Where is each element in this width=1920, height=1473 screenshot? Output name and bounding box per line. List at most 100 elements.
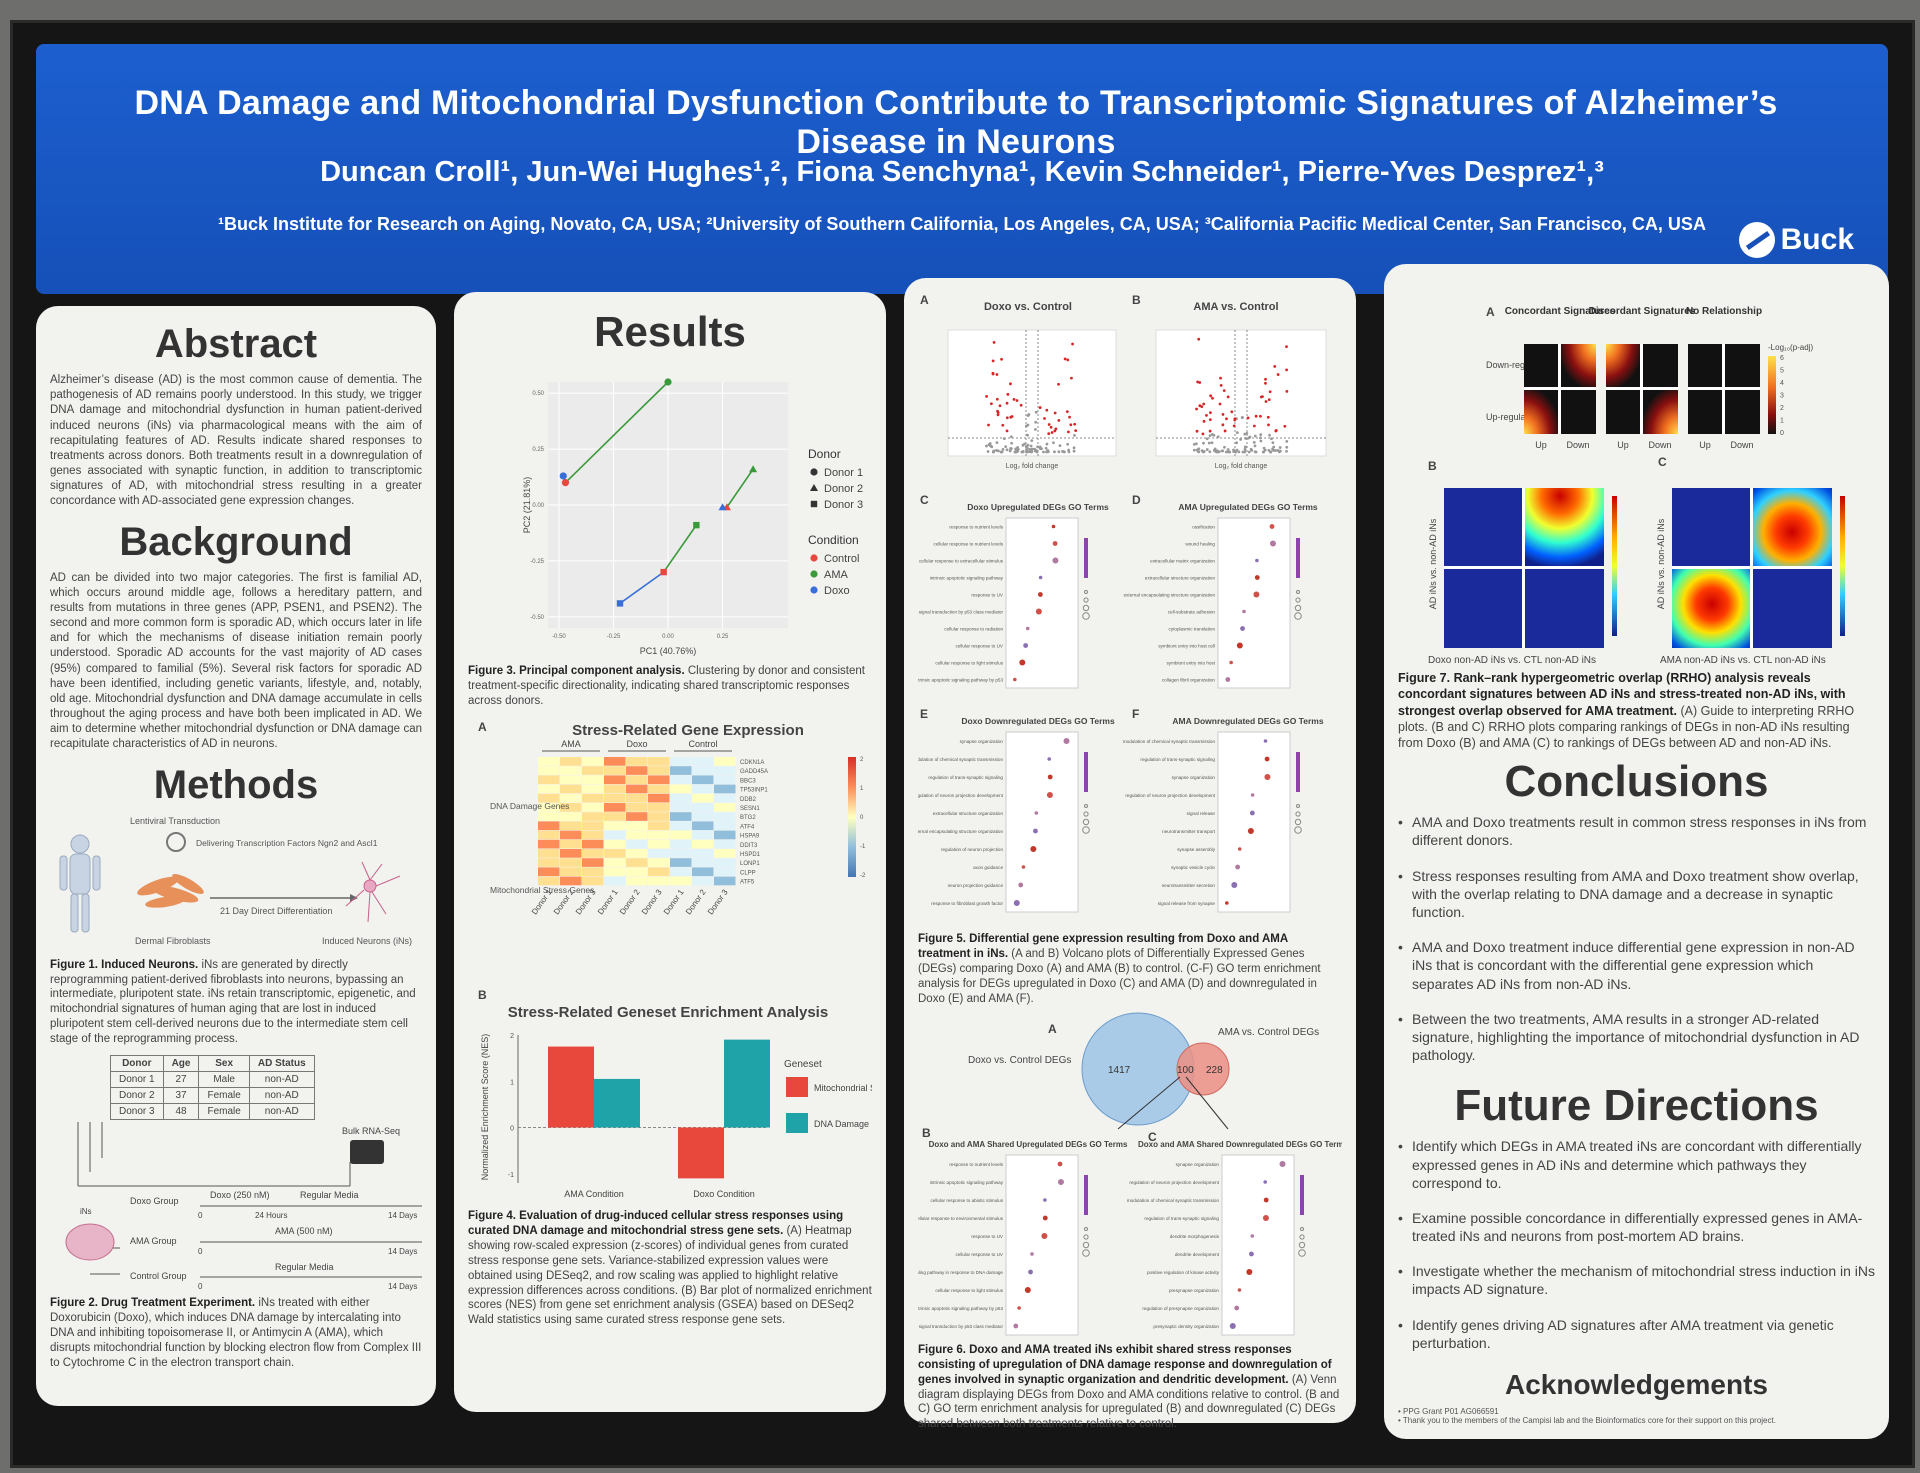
venn-right-label: AMA vs. Control DEGs [1218,1027,1319,1038]
go-d-label: D [1132,493,1141,507]
volcano-point [985,394,988,398]
rrho-b-label: B [1428,459,1437,473]
go-dot [1254,575,1260,580]
go-term-label: signal transduction by p53 class mediato… [919,610,1004,615]
heatmap-cell [714,775,736,784]
timeline-zero-3: 0 [198,1282,203,1291]
heatmap-gene-label: HSPA9 [740,833,760,839]
rrho-axis-label: Down [1648,440,1671,450]
go-dot [1250,1233,1255,1238]
volcano-point [1008,449,1012,453]
heatmap-cell [604,784,626,794]
pca-y-tick: 0.50 [532,391,544,397]
pca-plot: -0.50 -0.25 0.00 0.25 0.50 0.25 0.00 -0.25 -0.50… [522,378,863,656]
volcano-point [1276,449,1280,452]
go-size-legend [1298,1241,1306,1248]
dge-panel: A Doxo vs. Control Log₂ fold change B AM… [904,278,1356,1430]
go-term-label: synapse assembly [1177,847,1215,852]
heatmap-cell [670,821,692,830]
list-item: Investigate whether the mechanism of mit… [1398,1262,1875,1298]
volcano-point [1057,450,1061,454]
rrho-axis-label: Down [1730,440,1753,450]
table-row: Donor 3 48 Female non-AD [110,1103,315,1121]
pca-point [749,465,758,473]
heatmap-cell [648,839,670,849]
go-dot [1013,677,1017,682]
gsea-bar [678,1127,724,1179]
heatmap-cell [604,812,626,821]
heatmap-gene-label: ATF5 [740,879,755,885]
heatmap-cell [560,775,582,784]
volcano-point [1267,398,1271,402]
go-dot [1237,1287,1242,1292]
go-dot [1249,1251,1254,1257]
gsea-bar [594,1078,640,1128]
go-term-label: cellular response to UV [956,1252,1004,1257]
gsea-y-tick: 0 [510,1125,514,1132]
go-dot [1240,626,1245,631]
heatmap-cell [626,784,648,794]
go-term-label: regulation of neuron projection developm… [1125,793,1215,798]
legend-donor-label: Donor 3 [824,499,863,511]
go-term-label: response to nutrient levels [949,525,1003,530]
heatmap-cell [714,876,736,886]
gsea-bar-chart: B Stress-Related Geneset Enrichment Anal… [478,988,872,1199]
heatmap-color-scale [848,756,856,877]
volcano-point [1221,413,1225,416]
figure-6-caption: Figure 6. Doxo and AMA treated iNs exhib… [918,1343,1340,1431]
volcano-point [1010,441,1014,445]
heatmap-group-label: Control [688,739,717,749]
volcano-point [987,443,991,447]
volcano-point [1195,429,1199,433]
heatmap-gene-label: ATF4 [740,824,755,830]
gsea-legend-label: DNA Damage [814,1119,869,1129]
go-term-label: cellular response to extracellular stimu… [919,559,1004,564]
heatmap-group-label: Doxo [626,739,647,749]
volcano-point [1262,450,1266,454]
pca-point [660,568,667,576]
heatmap-cell [560,876,582,886]
heatmap-cell [538,793,560,803]
gsea-panel-label: B [478,988,487,1002]
go-term-label: response to UV [971,593,1004,598]
heatmap-group-label: AMA [561,739,581,749]
heatmap-cell [626,802,648,812]
heatmap-cell [604,858,626,867]
go-c-label: C [920,493,929,507]
gsea-legend-swatch [786,1076,808,1097]
heatmap-cell [648,793,670,803]
rrho-c-xlabel: AMA non-AD iNs vs. CTL non-AD iNs [1660,655,1826,666]
heatmap-cell [604,867,626,876]
go-dot [1052,541,1058,546]
rrho-c-label: C [1658,455,1667,469]
volcano-point [1223,445,1226,449]
go-term-label: neurotransmitter transport [1162,829,1216,834]
pca-x-tick: -0.25 [607,634,621,640]
go-term-label: cellular response to abiotic stimulus [930,1198,1003,1203]
volcano-point [1213,447,1217,451]
fig1-deliver-label: Delivering Transcription Factors Ngn2 an… [196,838,378,848]
volcano-point [1285,345,1288,349]
go-dot [1021,865,1026,869]
heatmap-cell [714,839,736,849]
go-term-label: regulation of trans-synaptic signaling [1140,757,1215,762]
list-item: Examine possible concordance in differen… [1398,1209,1875,1245]
go-size-legend [1083,597,1089,603]
heatmap-cell [626,775,648,784]
volcano-point [1212,433,1216,437]
go-e-label: E [920,707,928,721]
heatmap-cell [626,867,648,876]
heatmap-cell [582,812,604,821]
go-dot [1038,575,1043,580]
poster-title: DNA Damage and Mitochondrial Dysfunction… [134,84,1778,161]
list-item: AMA and Doxo treatment induce differenti… [1398,938,1875,993]
volcano-point [1036,445,1039,449]
heatmap-cell [692,775,714,784]
heatmap-cell [626,821,648,830]
volcano-point [1063,450,1066,454]
abstract-text: Alzheimer’s disease (AD) is the most com… [50,374,422,508]
go-term-label: regulation of presynapse organization [1142,1306,1219,1311]
volcano-point [1198,404,1202,408]
heatmap-cell [582,793,604,803]
volcano-point [1029,444,1033,448]
